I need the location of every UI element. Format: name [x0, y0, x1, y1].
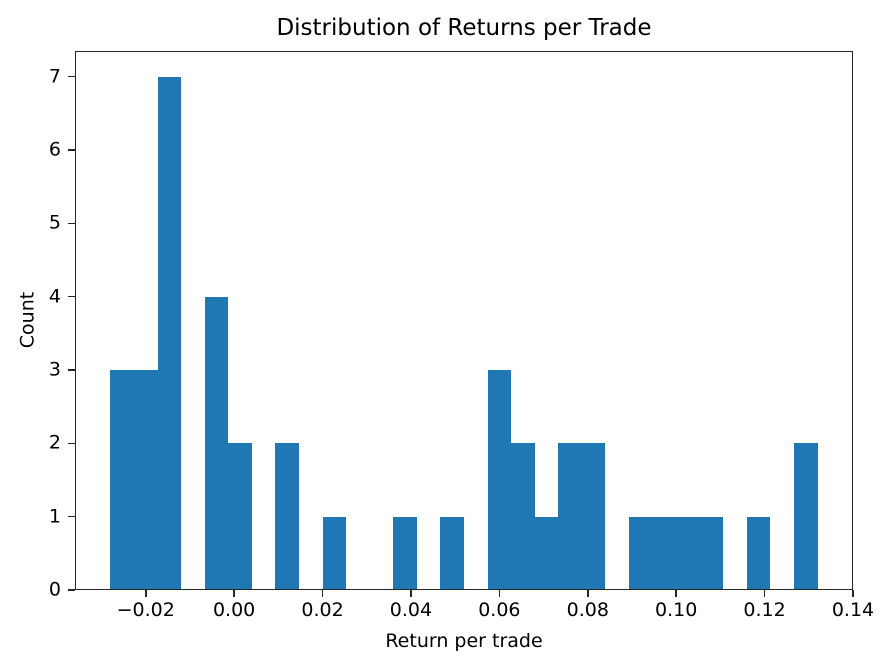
y-tick-mark	[68, 149, 75, 151]
y-tick-label: 2	[48, 431, 61, 454]
histogram-bar	[487, 370, 512, 590]
x-tick-mark	[586, 590, 589, 597]
histogram-bar	[534, 516, 559, 590]
x-tick-label: 0.10	[655, 599, 698, 621]
histogram-bar	[204, 296, 229, 590]
histogram-bar	[558, 443, 582, 590]
y-tick-mark	[68, 295, 75, 298]
histogram-bar	[157, 76, 182, 590]
x-tick-mark	[763, 590, 766, 597]
y-tick-mark	[68, 75, 75, 78]
histogram-bar	[581, 443, 606, 590]
y-tick-mark	[68, 442, 75, 445]
y-tick-label: 3	[48, 358, 61, 381]
x-tick-label: 0.02	[301, 599, 344, 621]
x-tick-mark	[233, 590, 235, 597]
y-tick-mark	[68, 515, 75, 518]
y-tick-mark	[68, 222, 75, 225]
x-tick-mark	[144, 590, 147, 597]
x-tick-label: 0.08	[566, 599, 609, 621]
histogram-bar	[228, 443, 252, 590]
y-tick-label: 5	[48, 211, 61, 234]
histogram-bar	[676, 516, 700, 590]
x-tick-label: 0.04	[389, 599, 433, 621]
histogram-bar	[629, 516, 653, 590]
y-tick-label: 1	[48, 505, 61, 528]
histogram-bar	[440, 516, 464, 590]
x-tick-label: 0.14	[831, 599, 875, 621]
histogram-bar	[652, 516, 677, 590]
y-tick-mark	[68, 589, 75, 591]
x-tick-label: −0.02	[116, 599, 175, 621]
x-tick-mark	[498, 590, 501, 597]
histogram-bar	[794, 443, 818, 590]
x-tick-mark	[675, 590, 677, 597]
chart-title: Distribution of Returns per Trade	[276, 15, 652, 41]
histogram-bar	[275, 443, 299, 590]
x-tick-mark	[321, 590, 324, 597]
plot-area	[75, 51, 853, 590]
y-tick-label: 6	[48, 138, 61, 161]
x-tick-mark	[410, 590, 412, 597]
x-tick-label: 0.00	[212, 599, 256, 621]
histogram-bar	[746, 516, 771, 590]
y-tick-mark	[68, 369, 75, 371]
x-axis-label: Return per trade	[385, 630, 543, 652]
x-tick-label: 0.12	[743, 599, 786, 621]
histogram-bar	[322, 516, 347, 590]
histogram-bar	[133, 370, 158, 590]
histogram-bar	[699, 516, 724, 590]
histogram-bar	[393, 516, 417, 590]
y-tick-label: 7	[48, 65, 61, 88]
y-tick-label: 0	[48, 578, 61, 601]
x-tick-label: 0.06	[478, 599, 521, 621]
y-tick-label: 4	[48, 285, 61, 308]
x-tick-mark	[852, 590, 854, 597]
histogram-bar	[511, 443, 535, 590]
histogram-bar	[110, 370, 134, 590]
